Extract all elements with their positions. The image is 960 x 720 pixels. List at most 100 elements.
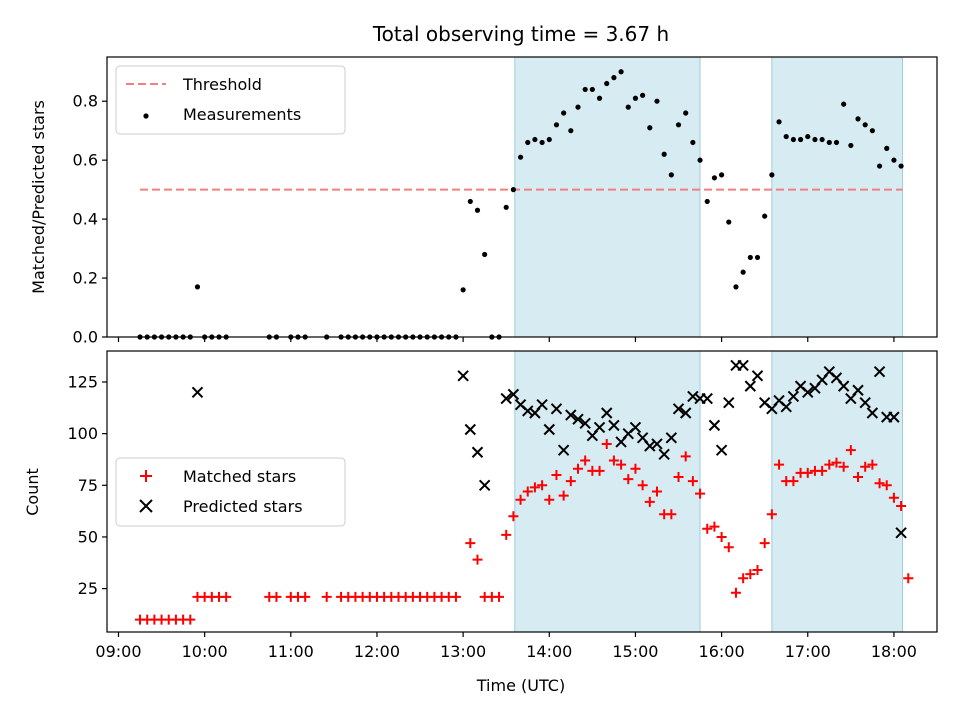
- data-point: [594, 465, 605, 476]
- data-point: [853, 472, 864, 483]
- data-point: [558, 490, 569, 501]
- data-point: [812, 136, 818, 143]
- data-point: [300, 591, 311, 602]
- data-point: [532, 136, 538, 143]
- x-tick-label: 17:00: [785, 642, 831, 661]
- data-point: [478, 479, 491, 492]
- data-point: [702, 523, 713, 534]
- data-point: [740, 269, 746, 275]
- data-point: [525, 139, 531, 146]
- data-point: [625, 104, 631, 110]
- data-point: [557, 444, 570, 456]
- bottom-y-axis-label: Count: [23, 468, 42, 516]
- data-point: [701, 392, 713, 405]
- y-tick-label: 75: [78, 476, 98, 495]
- data-point: [762, 213, 768, 219]
- data-point: [695, 488, 706, 499]
- data-point: [601, 407, 613, 419]
- data-point: [733, 284, 739, 290]
- data-point: [573, 463, 584, 474]
- data-point: [522, 486, 533, 497]
- top-panel: 0.0 0.2 0.4 0.6 0.8 Threshold Measurements: [73, 56, 938, 347]
- data-point: [697, 157, 703, 163]
- observing-interval-1: [514, 350, 701, 633]
- x-tick-label: 14:00: [526, 642, 572, 661]
- data-point: [704, 198, 710, 205]
- data-point: [474, 207, 481, 213]
- data-point: [608, 419, 620, 432]
- data-point: [593, 421, 606, 434]
- y-tick-label: 125: [67, 372, 98, 391]
- data-point: [896, 500, 907, 511]
- legend-marker: [139, 499, 153, 513]
- data-point: [467, 198, 473, 205]
- data-point: [744, 380, 757, 392]
- legend-label: Matched stars: [183, 467, 296, 486]
- x-tick-label: 16:00: [699, 642, 745, 661]
- data-point: [747, 254, 753, 261]
- data-point: [640, 92, 646, 98]
- data-point: [623, 474, 634, 485]
- data-point: [903, 573, 914, 584]
- data-point: [826, 139, 832, 146]
- data-point: [522, 405, 534, 417]
- data-point: [271, 591, 282, 602]
- data-point: [647, 125, 653, 131]
- data-point: [787, 390, 800, 403]
- data-point: [503, 204, 509, 210]
- data-point: [759, 538, 770, 549]
- data-point: [776, 119, 782, 125]
- legend-marker: [140, 470, 152, 482]
- y-tick-label: 0.2: [73, 269, 98, 288]
- data-point: [611, 75, 617, 81]
- legend: Threshold Measurements: [115, 65, 346, 135]
- data-point: [191, 386, 204, 399]
- data-point: [582, 86, 588, 93]
- data-point: [709, 521, 720, 532]
- data-point: [715, 444, 728, 456]
- data-point: [855, 116, 861, 122]
- data-point: [845, 445, 856, 456]
- data-point: [536, 399, 548, 411]
- series-matched-stars: [135, 438, 914, 625]
- x-tick-label: 11:00: [268, 642, 314, 661]
- data-point: [666, 509, 677, 520]
- data-point: [737, 359, 749, 372]
- bottom-panel: 25 50 75 100 125 09:00 10:00 11:00 12:00 13:00 14:…: [67, 350, 938, 661]
- legend: Matched stars Predicted stars: [115, 457, 346, 527]
- data-point: [546, 136, 552, 143]
- x-axis-label: Time (UTC): [476, 676, 565, 695]
- data-point: [551, 469, 562, 480]
- observing-interval-1: [514, 56, 701, 338]
- axes-frame: [106, 350, 938, 633]
- data-point: [544, 494, 555, 505]
- data-point: [194, 284, 201, 290]
- data-point: [561, 110, 567, 116]
- data-point: [572, 413, 584, 425]
- data-point: [788, 476, 799, 487]
- data-point: [464, 423, 477, 436]
- data-point: [654, 98, 660, 104]
- data-point: [860, 461, 871, 472]
- x-tick-label: 18:00: [871, 642, 917, 661]
- legend-label: Measurements: [183, 105, 301, 124]
- data-point: [543, 423, 555, 436]
- data-point: [687, 390, 699, 403]
- data-point: [515, 494, 526, 505]
- data-point: [884, 145, 890, 151]
- data-point: [510, 187, 516, 193]
- data-point: [752, 565, 763, 576]
- data-point: [866, 407, 879, 419]
- data-point: [661, 151, 667, 157]
- data-point: [898, 163, 904, 169]
- data-point: [539, 139, 545, 146]
- data-point: [754, 254, 761, 261]
- data-point: [472, 554, 483, 565]
- data-point: [888, 411, 900, 423]
- data-point: [508, 511, 519, 522]
- legend-label: Predicted stars: [183, 497, 303, 516]
- data-point: [579, 417, 591, 430]
- data-point: [790, 136, 797, 143]
- y-tick-label: 0.8: [73, 92, 98, 111]
- top-y-axis-label: Matched/Predicted stars: [29, 100, 48, 294]
